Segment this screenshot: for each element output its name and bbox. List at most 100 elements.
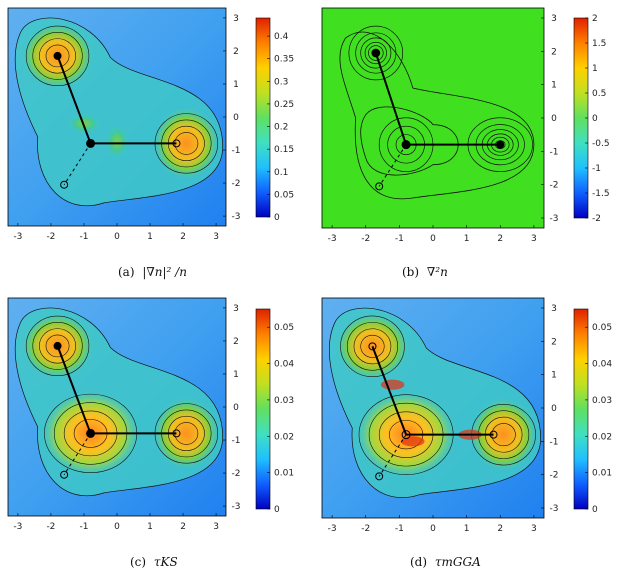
colorbar-tick-label: 0.15: [274, 145, 294, 155]
y-tick-label: -3: [550, 214, 559, 224]
x-tick-label: 2: [497, 524, 503, 534]
contour-line: [45, 44, 70, 68]
atom-marker: [489, 430, 498, 439]
panel-d: -3 -2 -1 0 1 2 3 -3 -2 -1 0 1 2 3 0 0.01 0.02 0.03 0.04 0.0…: [321, 297, 612, 534]
y-tick-label: 2: [233, 47, 239, 57]
colorbar-tick-label: 0.02: [592, 432, 612, 442]
hotspot: [380, 379, 405, 390]
y-tick-label: -3: [232, 502, 241, 512]
atom-marker: [401, 430, 411, 440]
atom-marker: [53, 51, 62, 60]
contour-line: [360, 106, 459, 176]
y-tick-label: 2: [551, 47, 557, 57]
colorbar-tick-label: 0: [274, 213, 280, 223]
x-tick-label: 0: [114, 232, 120, 242]
right-lobe: [153, 397, 220, 470]
x-tick-label: 2: [497, 234, 503, 244]
y-tick-label: 1: [233, 370, 239, 380]
caption-b: (b) ∇²n: [402, 265, 448, 279]
x-tick-label: 3: [213, 232, 219, 242]
atom-marker: [86, 138, 96, 148]
y-tick-label: 0: [551, 404, 557, 414]
bond-line: [56, 345, 92, 434]
contour-line: [32, 32, 83, 80]
y-tick-label: 1: [551, 371, 557, 381]
colorbar-tick-label: 0.05: [274, 190, 294, 200]
atom-marker: [172, 429, 181, 438]
x-tick-label: -3: [328, 234, 337, 244]
x-tick-label: 1: [147, 522, 153, 532]
bond-line: [378, 144, 407, 187]
colorbar-tick-label: -2: [592, 214, 601, 224]
y-tick-label: -3: [550, 504, 559, 514]
panels-group: -3 -2 -1 0 1 2 3 -3 -2 -1 0 1 2 3 0 0.05 0.1 0.15 0.2 0.25 0…: [7, 7, 612, 534]
colorbar-tick-label: 1.5: [592, 39, 606, 49]
colorbar-tick-label: 0.25: [274, 100, 294, 110]
x-tick-label: -3: [328, 524, 337, 534]
y-tick-label: -1: [232, 146, 241, 156]
x-tick-label: 2: [180, 522, 186, 532]
x-tick-label: -1: [79, 232, 88, 242]
x-tick-label: 3: [531, 234, 537, 244]
x-tick-label: -3: [13, 522, 22, 532]
colorbar-tick-label: 0.02: [274, 432, 294, 442]
contour-line: [45, 334, 70, 358]
colorbar: [255, 308, 271, 510]
contour-line: [364, 41, 387, 65]
contour-envelope: [339, 31, 535, 200]
y-tick-label: -1: [550, 437, 559, 447]
colorbar-tick-label: 0.04: [592, 360, 612, 370]
y-tick-label: 2: [551, 337, 557, 347]
atom-marker: [375, 472, 384, 481]
y-tick-label: -2: [232, 469, 241, 479]
caption-d: (d) τmGGA: [410, 555, 481, 569]
right-lobe: [153, 107, 220, 180]
colorbar-tick-label: 2: [592, 14, 598, 24]
atom-marker: [60, 180, 69, 189]
x-tick-label: 1: [147, 232, 153, 242]
x-tick-label: -3: [13, 232, 22, 242]
colorbar-tick-label: -0.5: [592, 139, 610, 149]
y-tick-label: -2: [550, 471, 559, 481]
colorbar-tick-label: 0.2: [274, 123, 288, 133]
y-tick-label: 0: [551, 114, 557, 124]
colorbar-tick-label: 0.3: [274, 77, 288, 87]
bond-line: [378, 434, 407, 477]
colorbar: [255, 17, 271, 218]
bond-line: [371, 345, 408, 436]
atom-marker: [172, 139, 181, 148]
x-tick-label: 1: [464, 524, 470, 534]
x-tick-label: -2: [46, 522, 55, 532]
colorbar-tick-label: 0.05: [592, 323, 612, 333]
colorbar-tick-label: 0.35: [274, 55, 294, 65]
y-tick-label: -2: [550, 181, 559, 191]
colorbar-tick-label: 0.04: [274, 360, 294, 370]
x-tick-label: 0: [430, 524, 436, 534]
x-tick-label: -1: [79, 522, 88, 532]
heatmap-a: [8, 8, 226, 226]
atom-marker: [86, 428, 96, 438]
contour-line: [360, 37, 392, 69]
y-tick-label: -3: [232, 212, 241, 222]
contour-line: [25, 315, 90, 377]
atom-marker: [496, 140, 505, 149]
colorbar-tick-label: 0: [592, 114, 598, 124]
right-lobe: [470, 397, 538, 472]
y-tick-label: 3: [551, 14, 557, 24]
y-tick-label: 2: [233, 337, 239, 347]
x-tick-label: -1: [395, 234, 404, 244]
x-tick-label: -2: [361, 234, 370, 244]
colorbar-tick-label: 1: [592, 64, 598, 74]
panel-a: -3 -2 -1 0 1 2 3 -3 -2 -1 0 1 2 3 0 0.05 0.1 0.15 0.2 0.25 0…: [7, 7, 294, 242]
contour-line: [32, 322, 83, 370]
atom-marker: [375, 182, 384, 191]
bond-line: [56, 55, 92, 144]
heatmap-b: [322, 8, 544, 228]
x-tick-label: -2: [46, 232, 55, 242]
center-lobe: [105, 125, 129, 159]
y-tick-label: 3: [233, 304, 239, 314]
y-tick-label: -1: [232, 436, 241, 446]
contour-line: [371, 48, 381, 58]
atom-marker: [53, 341, 62, 350]
